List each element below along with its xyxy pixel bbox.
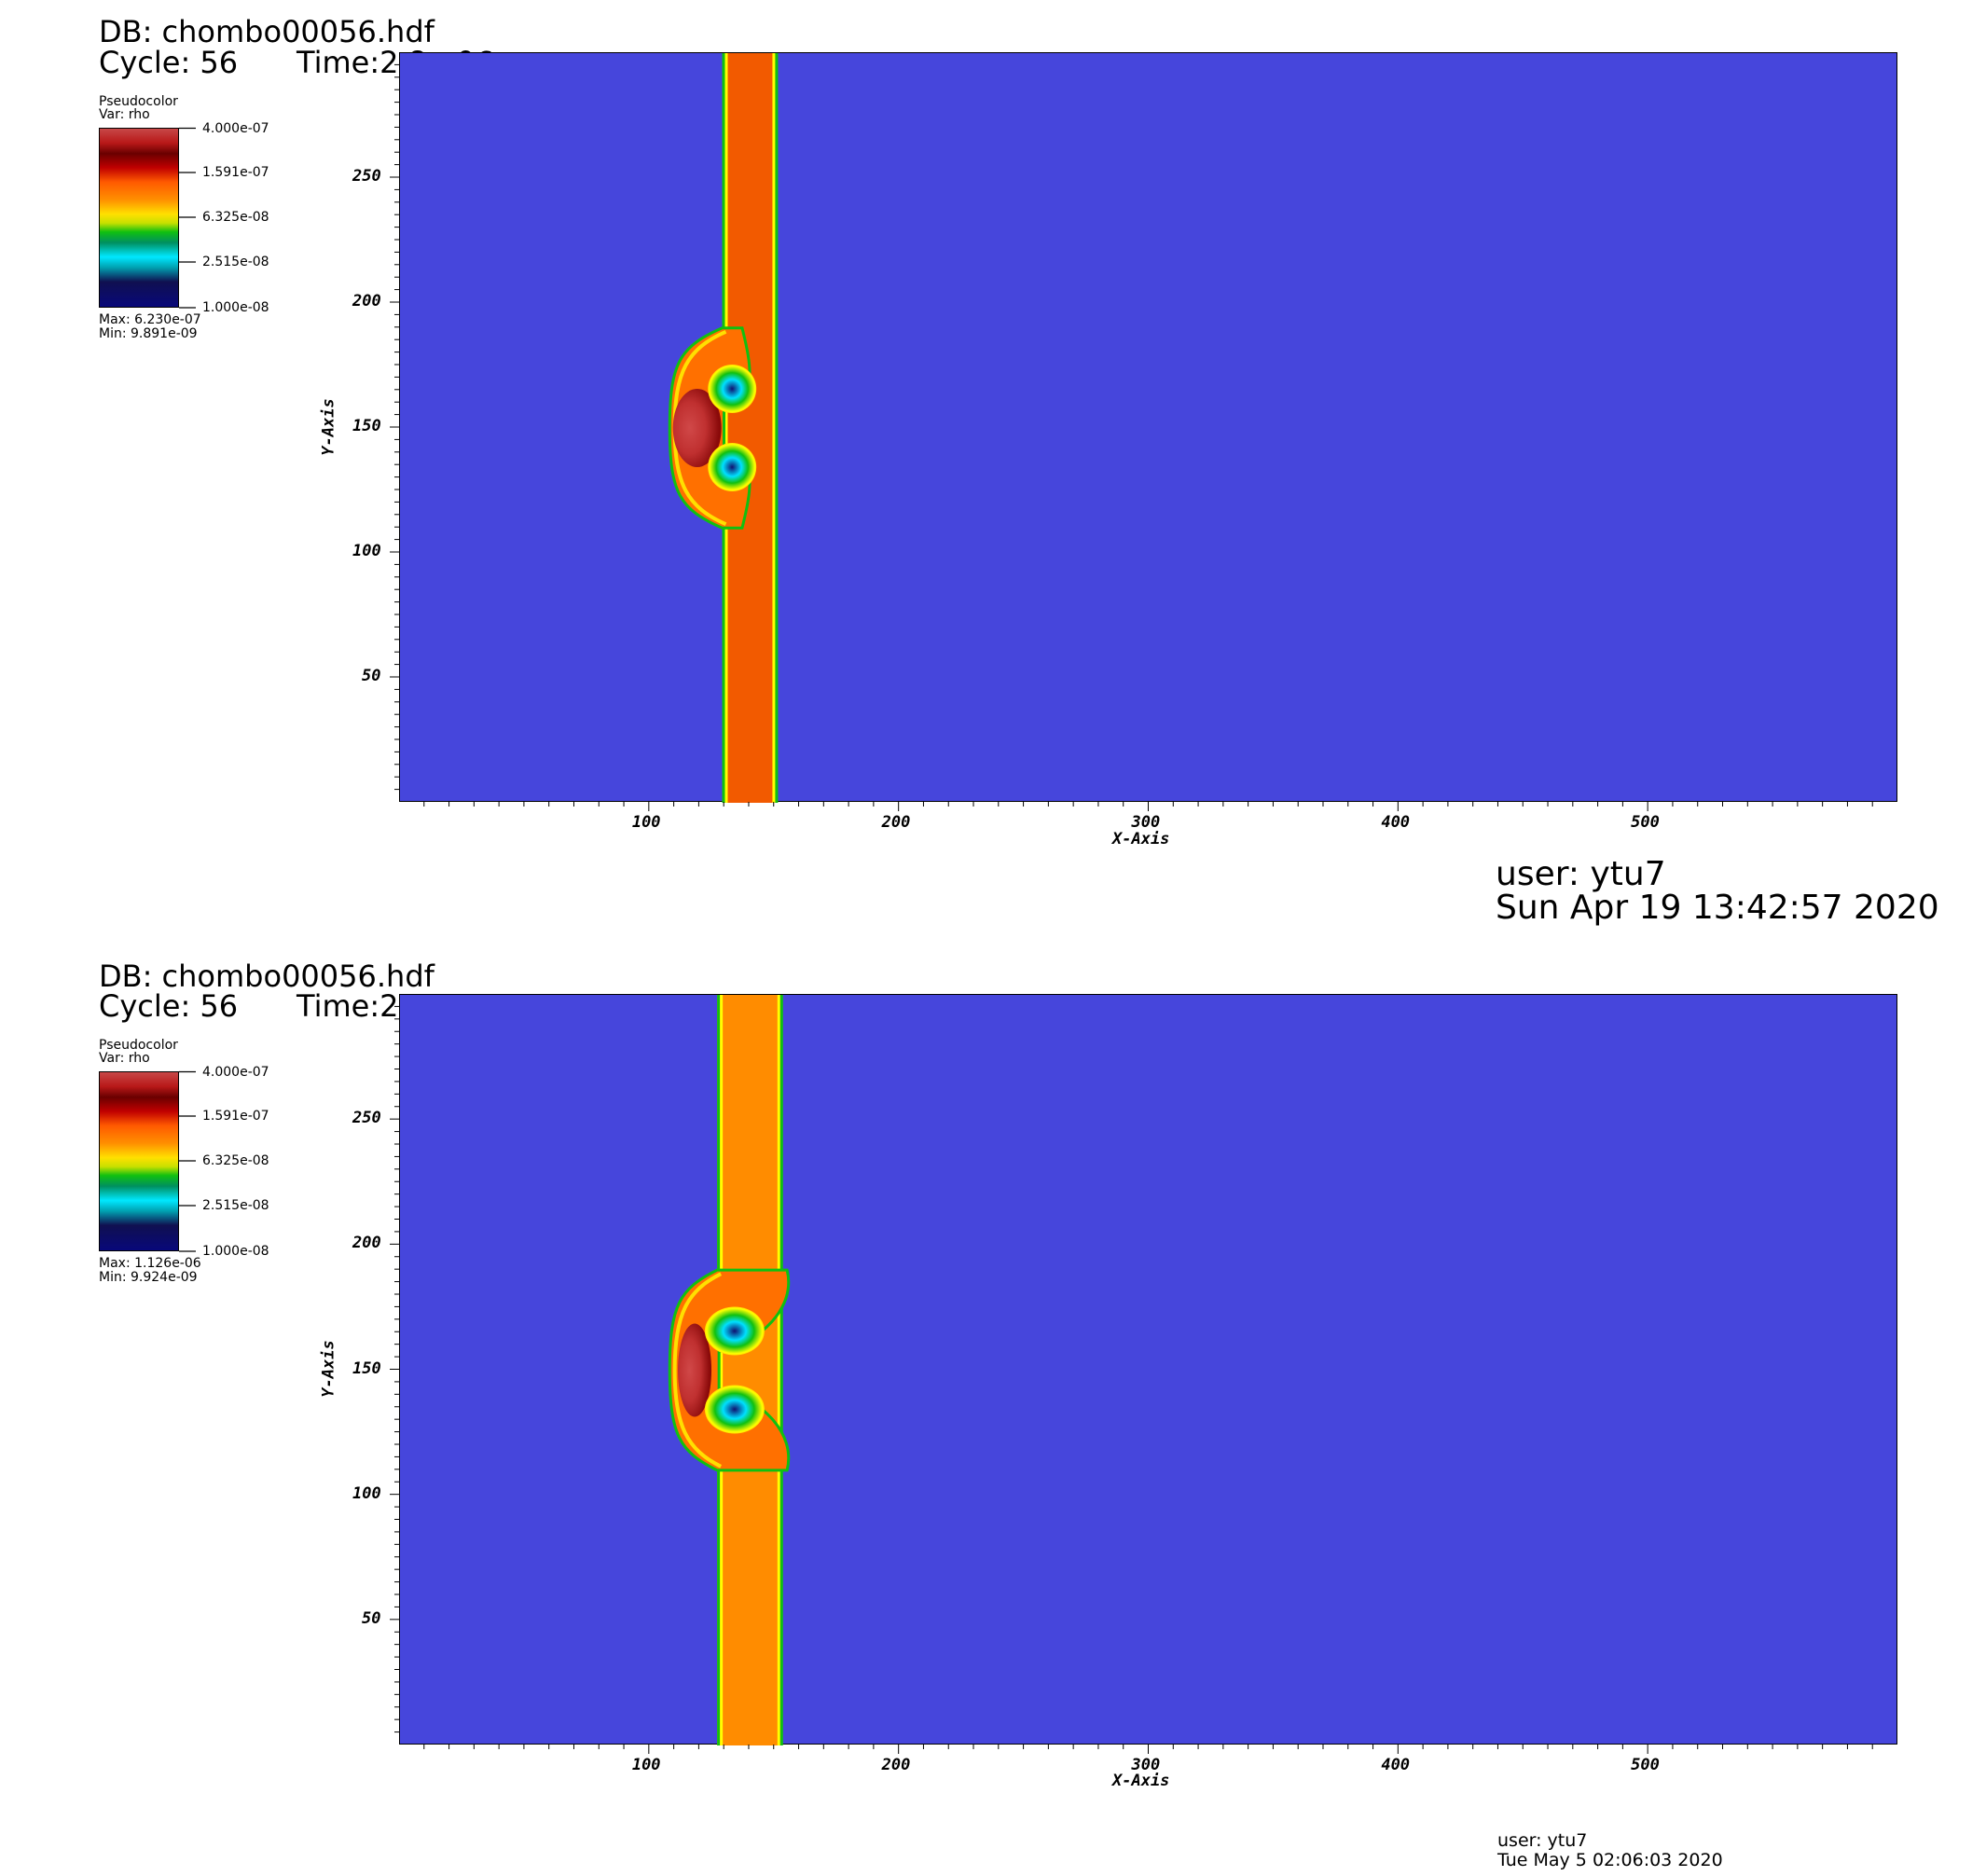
x-tick-label: 500 [1631, 1756, 1660, 1774]
tick-marks [390, 63, 1873, 811]
legend-plot-type: Pseudocolor [99, 1038, 178, 1053]
rarefaction-lobe [708, 443, 757, 491]
cycle-label: Cycle: 56 [99, 988, 239, 1024]
y-axis-title: Y-Axis [319, 1340, 338, 1398]
rarefaction-lobe [704, 1306, 765, 1356]
dense-core [672, 389, 722, 467]
y-tick-label: 150 [352, 417, 381, 435]
shock-band [722, 53, 778, 803]
colorbar-tick-label: 4.000e-07 [202, 121, 269, 136]
dense-core [678, 1323, 712, 1417]
legend-variable: Var: rho [99, 1051, 150, 1066]
legend-variable: Var: rho [99, 107, 150, 122]
x-tick-label: 500 [1631, 813, 1660, 832]
x-tick-label: 200 [881, 1756, 911, 1774]
date-label: Sun Apr 19 13:42:57 2020 [1496, 889, 1939, 927]
colorbar-tick-label: 2.515e-08 [202, 255, 269, 269]
x-tick-label: 300 [1131, 813, 1161, 832]
band-edge [777, 995, 780, 1745]
band-edge [779, 995, 783, 1745]
density-field [668, 53, 779, 803]
legend-min: Min: 9.924e-09 [99, 1270, 198, 1285]
cycle-label: Cycle: 56 [99, 45, 239, 80]
colorbar [99, 1071, 179, 1251]
y-tick-label: 50 [362, 1608, 381, 1628]
legend-max: Max: 1.126e-06 [99, 1256, 201, 1271]
x-tick-label: 200 [881, 813, 911, 832]
tick-marks [390, 1005, 1873, 1754]
y-tick-label: 150 [352, 1359, 381, 1378]
colorbar-tick-label: 1.000e-08 [202, 300, 269, 315]
db-label: DB: chombo00056.hdf [99, 14, 434, 49]
y-tick-label: 100 [352, 1483, 381, 1503]
x-tick-label: 400 [1381, 1756, 1411, 1774]
colorbar-tick-label: 2.515e-08 [202, 1198, 269, 1213]
db-label: DB: chombo00056.hdf [99, 959, 434, 994]
band-edge [775, 53, 779, 803]
y-tick-label: 250 [352, 1109, 381, 1128]
legend-plot-type: Pseudocolor [99, 94, 178, 109]
pseudocolor-plot [399, 994, 1897, 1745]
x-tick-label: 300 [1131, 1756, 1161, 1774]
legend-max: Max: 6.230e-07 [99, 312, 201, 327]
y-tick-label: 100 [352, 542, 381, 560]
plot-panel-1: DB: chombo00056.hdf Cycle: 56 Time:2.8e-… [99, 14, 1939, 927]
colorbar-tick-label: 1.000e-08 [202, 1244, 269, 1259]
band-edge [720, 995, 724, 1745]
colorbar-ticks [179, 127, 196, 309]
rarefaction-lobe [708, 365, 757, 413]
rarefaction-lobe [704, 1385, 765, 1434]
colorbar-ticks [179, 1070, 196, 1252]
band-edge [724, 53, 728, 803]
y-tick-label: 200 [352, 1234, 381, 1253]
colorbar-tick-label: 4.000e-07 [202, 1065, 269, 1080]
density-field [668, 995, 791, 1745]
y-tick-label: 200 [352, 292, 381, 310]
x-axis-title: X-Axis [1112, 1772, 1170, 1790]
y-tick-label: 250 [352, 167, 381, 186]
user-label: user: ytu7 [1497, 1830, 1588, 1851]
x-tick-label: 100 [631, 813, 661, 832]
pseudocolor-plot [399, 52, 1897, 803]
band-edge [772, 53, 776, 803]
colorbar-tick-label: 6.325e-08 [202, 1153, 269, 1168]
colorbar [99, 128, 179, 308]
colorbar-tick-label: 6.325e-08 [202, 210, 269, 225]
colorbar-tick-label: 1.591e-07 [202, 1109, 269, 1124]
legend-min: Min: 9.891e-09 [99, 326, 198, 341]
colorbar-tick-label: 1.591e-07 [202, 165, 269, 180]
x-tick-label: 400 [1381, 813, 1411, 832]
x-axis-title: X-Axis [1112, 830, 1170, 848]
x-tick-label: 100 [631, 1756, 661, 1774]
shock-rim [672, 1272, 723, 1469]
user-label: user: ytu7 [1496, 855, 1666, 893]
y-tick-label: 50 [362, 667, 381, 685]
date-label: Tue May 5 02:06:03 2020 [1497, 1850, 1723, 1870]
shock-band [717, 995, 782, 1745]
